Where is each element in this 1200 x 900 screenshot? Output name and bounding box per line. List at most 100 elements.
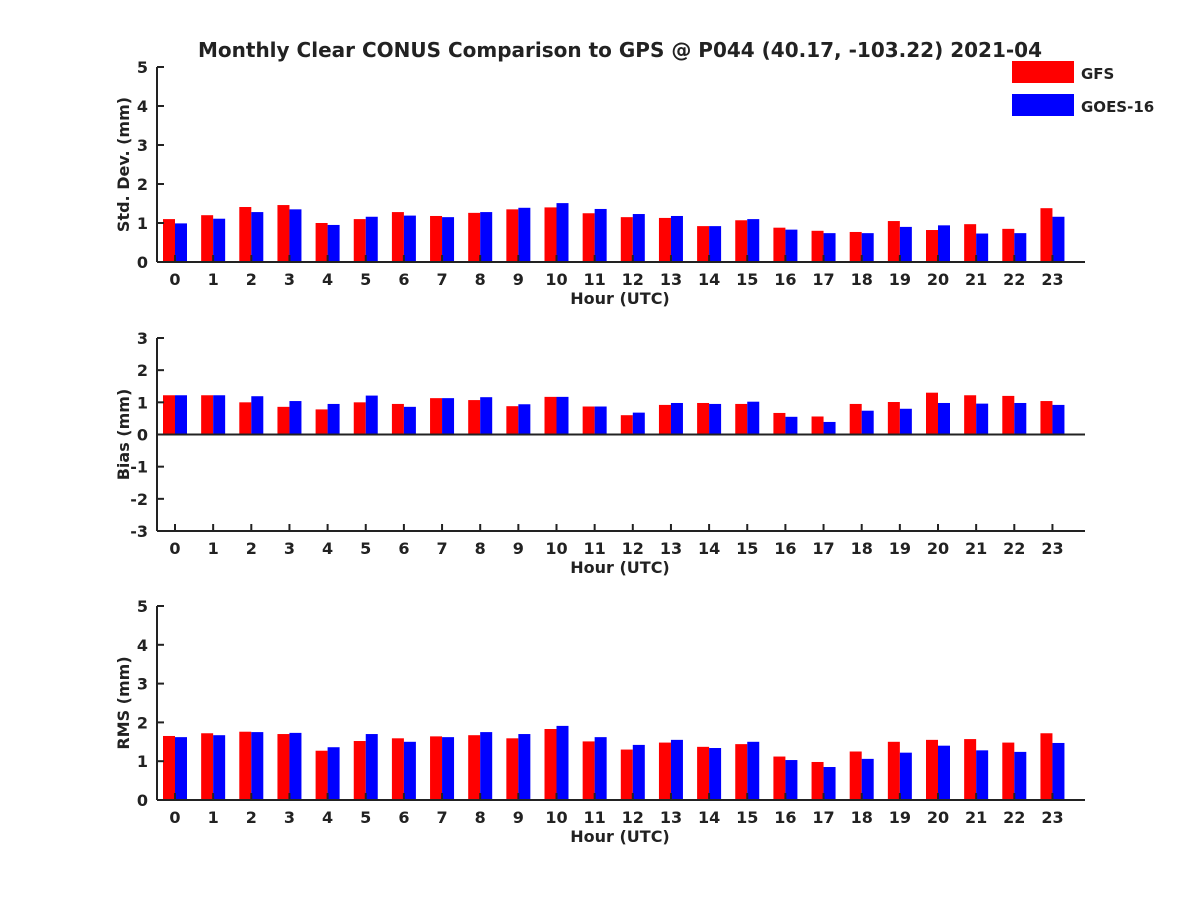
bias-bar-goes-5 <box>365 395 378 435</box>
std-dev-y-tick-label: 2 <box>137 175 148 194</box>
legend-swatch-goes <box>1012 94 1074 116</box>
std-dev-bar-goes-0 <box>175 223 187 262</box>
rms-x-tick-label: 22 <box>1003 808 1025 827</box>
bias-bar-gfs-23 <box>1040 401 1053 435</box>
rms-bar-gfs-6 <box>391 738 404 800</box>
bias-x-tick-label: 18 <box>851 539 873 558</box>
bias-bar-gfs-2 <box>239 402 252 435</box>
bias-bar-gfs-21 <box>964 395 977 435</box>
rms-bar-gfs-17 <box>811 761 824 800</box>
bias-bar-gfs-1 <box>201 395 214 435</box>
bias-bar-goes-12 <box>632 412 645 435</box>
std-dev-x-tick-label: 16 <box>774 270 796 289</box>
rms-bar-gfs-5 <box>353 741 366 800</box>
bias-bar-gfs-6 <box>391 403 404 435</box>
rms-x-tick-label: 18 <box>851 808 873 827</box>
bias-bar-goes-16 <box>785 416 798 435</box>
std-dev-bar-goes-18 <box>861 233 874 262</box>
std-dev-x-tick-label: 21 <box>965 270 987 289</box>
std-dev-bar-goes-8 <box>480 212 493 262</box>
bias-bar-gfs-15 <box>735 403 748 435</box>
std-dev-bar-goes-10 <box>556 203 569 262</box>
rms-y-tick-label: 5 <box>137 597 148 616</box>
rms-x-tick-label: 20 <box>927 808 949 827</box>
std-dev-bar-goes-3 <box>289 209 302 262</box>
bias-bar-goes-10 <box>556 396 569 435</box>
bias-x-tick-label: 13 <box>660 539 682 558</box>
rms-bar-gfs-12 <box>620 749 633 800</box>
std-dev-x-tick-label: 22 <box>1003 270 1025 289</box>
rms-bar-goes-5 <box>365 734 378 800</box>
rms-y-tick-label: 4 <box>137 636 148 655</box>
std-dev-bar-gfs-10 <box>544 207 557 262</box>
std-dev-bar-gfs-3 <box>277 205 290 262</box>
std-dev-x-tick-label: 14 <box>698 270 720 289</box>
std-dev-bar-gfs-7 <box>430 215 443 262</box>
bias-bar-goes-2 <box>251 396 264 435</box>
rms-bar-goes-1 <box>213 735 226 800</box>
std-dev-x-tick-label: 4 <box>322 270 333 289</box>
bias-bar-gfs-19 <box>887 402 900 435</box>
std-dev-bar-goes-22 <box>1014 233 1027 262</box>
rms-bar-goes-8 <box>480 732 493 800</box>
rms-bar-gfs-11 <box>582 741 595 800</box>
std-dev-x-tick-label: 6 <box>398 270 409 289</box>
bias-x-tick-label: 17 <box>812 539 834 558</box>
bias-bar-goes-8 <box>480 397 493 435</box>
rms-x-tick-label: 2 <box>246 808 257 827</box>
rms-bar-gfs-2 <box>239 731 252 800</box>
bias-x-tick-label: 14 <box>698 539 720 558</box>
std-dev-bar-gfs-15 <box>735 220 748 262</box>
rms-bar-goes-11 <box>594 737 607 800</box>
rms-bar-goes-2 <box>251 732 264 800</box>
rms-bar-goes-18 <box>861 758 874 800</box>
legend-swatch-gfs <box>1012 61 1074 83</box>
bias-bar-gfs-9 <box>506 406 519 435</box>
rms-bar-goes-22 <box>1014 751 1027 800</box>
bias-y-tick-label: -1 <box>130 458 148 477</box>
rms-bar-goes-9 <box>518 734 531 800</box>
rms-bar-goes-23 <box>1052 742 1065 800</box>
std-dev-x-tick-label: 17 <box>812 270 834 289</box>
rms-x-tick-label: 5 <box>360 808 371 827</box>
std-dev-bar-gfs-23 <box>1040 208 1053 262</box>
rms-bar-gfs-23 <box>1040 733 1053 800</box>
bias-bar-gfs-10 <box>544 396 557 435</box>
bias-bar-goes-1 <box>213 395 226 435</box>
chart-title: Monthly Clear CONUS Comparison to GPS @ … <box>198 38 1042 62</box>
rms-x-tick-label: 19 <box>889 808 911 827</box>
std-dev-x-tick-label: 2 <box>246 270 257 289</box>
std-dev-bar-goes-7 <box>442 217 455 262</box>
rms-y-tick-label: 0 <box>137 791 148 810</box>
rms-bar-goes-0 <box>175 737 187 800</box>
std-dev-bar-gfs-5 <box>353 219 366 262</box>
bias-bar-goes-21 <box>976 403 989 435</box>
std-dev-bar-goes-2 <box>251 212 264 262</box>
bias-x-tick-label: 8 <box>475 539 486 558</box>
std-dev-bar-gfs-13 <box>658 217 671 262</box>
std-dev-y-tick-label: 3 <box>137 136 148 155</box>
bias-bar-goes-22 <box>1014 402 1027 435</box>
bias-y-tick-label: -2 <box>130 490 148 509</box>
std-dev-bar-gfs-21 <box>964 224 977 262</box>
bias-y-axis-label: Bias (mm) <box>114 389 133 481</box>
std-dev-x-tick-label: 15 <box>736 270 758 289</box>
rms-bar-gfs-13 <box>658 742 671 800</box>
bias-x-tick-label: 15 <box>736 539 758 558</box>
std-dev-x-tick-label: 20 <box>927 270 949 289</box>
std-dev-x-tick-label: 7 <box>436 270 447 289</box>
bias-bar-goes-13 <box>670 402 683 435</box>
rms-y-axis-label: RMS (mm) <box>114 656 133 749</box>
std-dev-y-tick-label: 0 <box>137 253 148 272</box>
std-dev-y-tick-label: 4 <box>137 97 148 116</box>
rms-bar-gfs-15 <box>735 744 748 800</box>
bias-y-tick-label: 3 <box>137 329 148 348</box>
bias-bar-gfs-18 <box>849 403 862 435</box>
std-dev-bar-gfs-16 <box>773 227 786 262</box>
std-dev-x-tick-label: 10 <box>545 270 567 289</box>
rms-x-axis-label: Hour (UTC) <box>570 827 670 846</box>
rms-bar-gfs-1 <box>201 733 214 800</box>
